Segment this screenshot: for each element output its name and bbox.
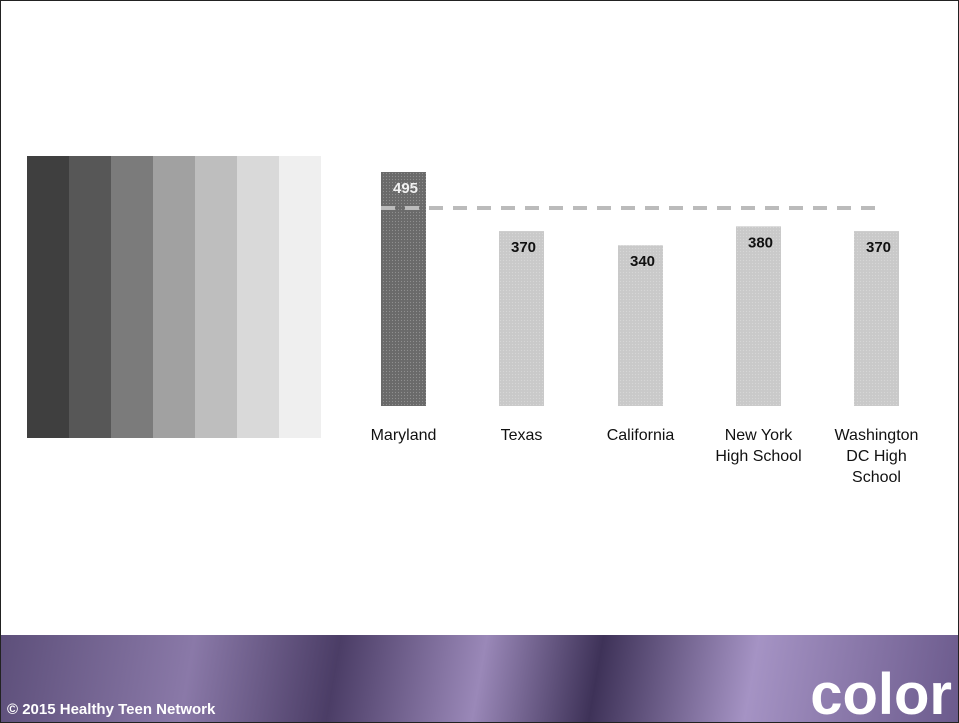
copyright: © 2015 Healthy Teen Network — [7, 701, 216, 718]
value-label: 370 — [866, 239, 891, 256]
value-label: 370 — [511, 239, 536, 256]
bars: 495 370 340 380 370 — [381, 172, 899, 406]
value-label: 380 — [748, 234, 773, 251]
bar-texture — [381, 172, 426, 406]
category-label: New York High School — [715, 427, 802, 465]
category-label: Texas — [500, 427, 543, 444]
chart: 495 370 340 380 370 — [27, 156, 899, 438]
category-label: Maryland — [370, 427, 437, 444]
value-label: 340 — [630, 253, 655, 270]
value-label: 495 — [393, 180, 418, 197]
swatches — [27, 156, 321, 438]
bar-texture — [618, 245, 663, 406]
bar-texture — [499, 231, 544, 406]
category-label: Washington DC High School — [834, 427, 919, 486]
bar-texture — [854, 231, 899, 406]
slide-title: color — [810, 662, 952, 723]
category-label: California — [606, 427, 675, 444]
footer-banner: © 2015 Healthy Teen Network color — [1, 635, 958, 722]
bar-texture — [736, 226, 781, 406]
